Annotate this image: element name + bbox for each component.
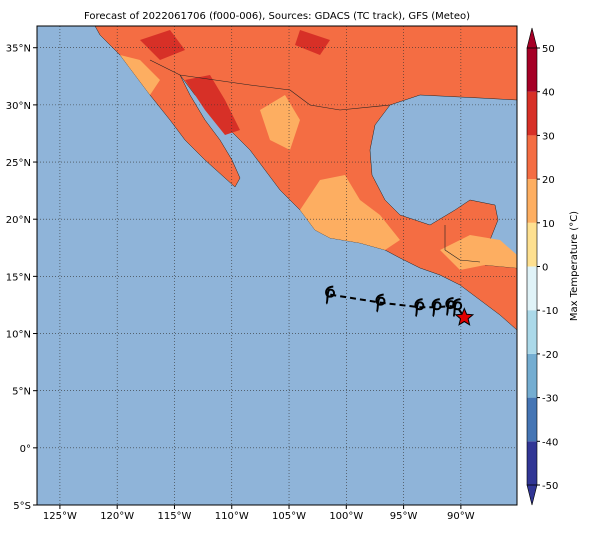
colorbar-tick-label: -30 [542, 394, 558, 405]
colorbar-band [527, 48, 537, 92]
colorbar-tick-label: -50 [542, 481, 558, 492]
land-cool [120, 55, 517, 270]
colorbar-tick-label: 50 [542, 44, 555, 55]
x-tick-label: 105°W [272, 511, 306, 522]
colorbar-tick-label: 10 [542, 219, 555, 230]
colorbar-band [527, 397, 537, 442]
colorbar-label: Max Temperature (°C) [569, 211, 580, 321]
track-line [330, 293, 466, 319]
track-point [445, 297, 456, 316]
chart-title: Forecast of 2022061706 (f000-006), Sourc… [84, 11, 470, 22]
x-tick-label: 95°W [390, 511, 418, 522]
x-tick-label: 120°W [100, 511, 134, 522]
frame [36, 25, 518, 506]
track-point [452, 298, 463, 318]
colorbar-band [527, 179, 537, 223]
x-tick-label: 115°W [157, 511, 191, 522]
colorbar-tick-label: -10 [542, 306, 558, 317]
colorbar-tick-label: 0 [542, 263, 548, 274]
track-point [375, 293, 386, 313]
y-tick-label: 25°N [6, 158, 31, 169]
colorbar-tick-label: -20 [542, 350, 558, 361]
colorbar-tick-label: 40 [542, 88, 555, 99]
colorbar-tick-label: 30 [542, 131, 555, 142]
colorbar-extend [526, 27, 538, 49]
track-point [325, 285, 336, 305]
y-tick-label: 15°N [6, 272, 31, 283]
colorbar-extend [526, 484, 538, 506]
colorbar-band [527, 353, 537, 398]
y-tick-label: 35°N [6, 44, 31, 55]
y-tick-label: 5°S [13, 501, 31, 512]
map [37, 26, 517, 505]
y-tick-label: 0° [20, 444, 31, 455]
x-tick-label: 100°W [329, 511, 363, 522]
colorbar-band [527, 441, 537, 485]
colorbar-tick-label: -40 [542, 437, 558, 448]
colorbar-band [527, 222, 537, 267]
y-tick-label: 30°N [6, 101, 31, 112]
colorbar-band [527, 310, 537, 354]
border [149, 59, 481, 263]
track-point [431, 298, 442, 318]
track-current [454, 307, 475, 326]
y-tick-label: 5°N [12, 387, 31, 398]
x-tick-label: 110°W [215, 511, 249, 522]
colorbar-band [527, 135, 537, 180]
colorbar-tick-label: 20 [542, 175, 555, 186]
land-hot [140, 30, 330, 135]
x-tick-label: 90°W [447, 511, 475, 522]
y-tick-label: 10°N [6, 330, 31, 341]
y-tick-label: 20°N [6, 215, 31, 226]
x-tick-label: 125°W [43, 511, 77, 522]
colorbar-band [527, 266, 537, 311]
track-point [414, 298, 425, 318]
colorbar-band [527, 91, 537, 136]
